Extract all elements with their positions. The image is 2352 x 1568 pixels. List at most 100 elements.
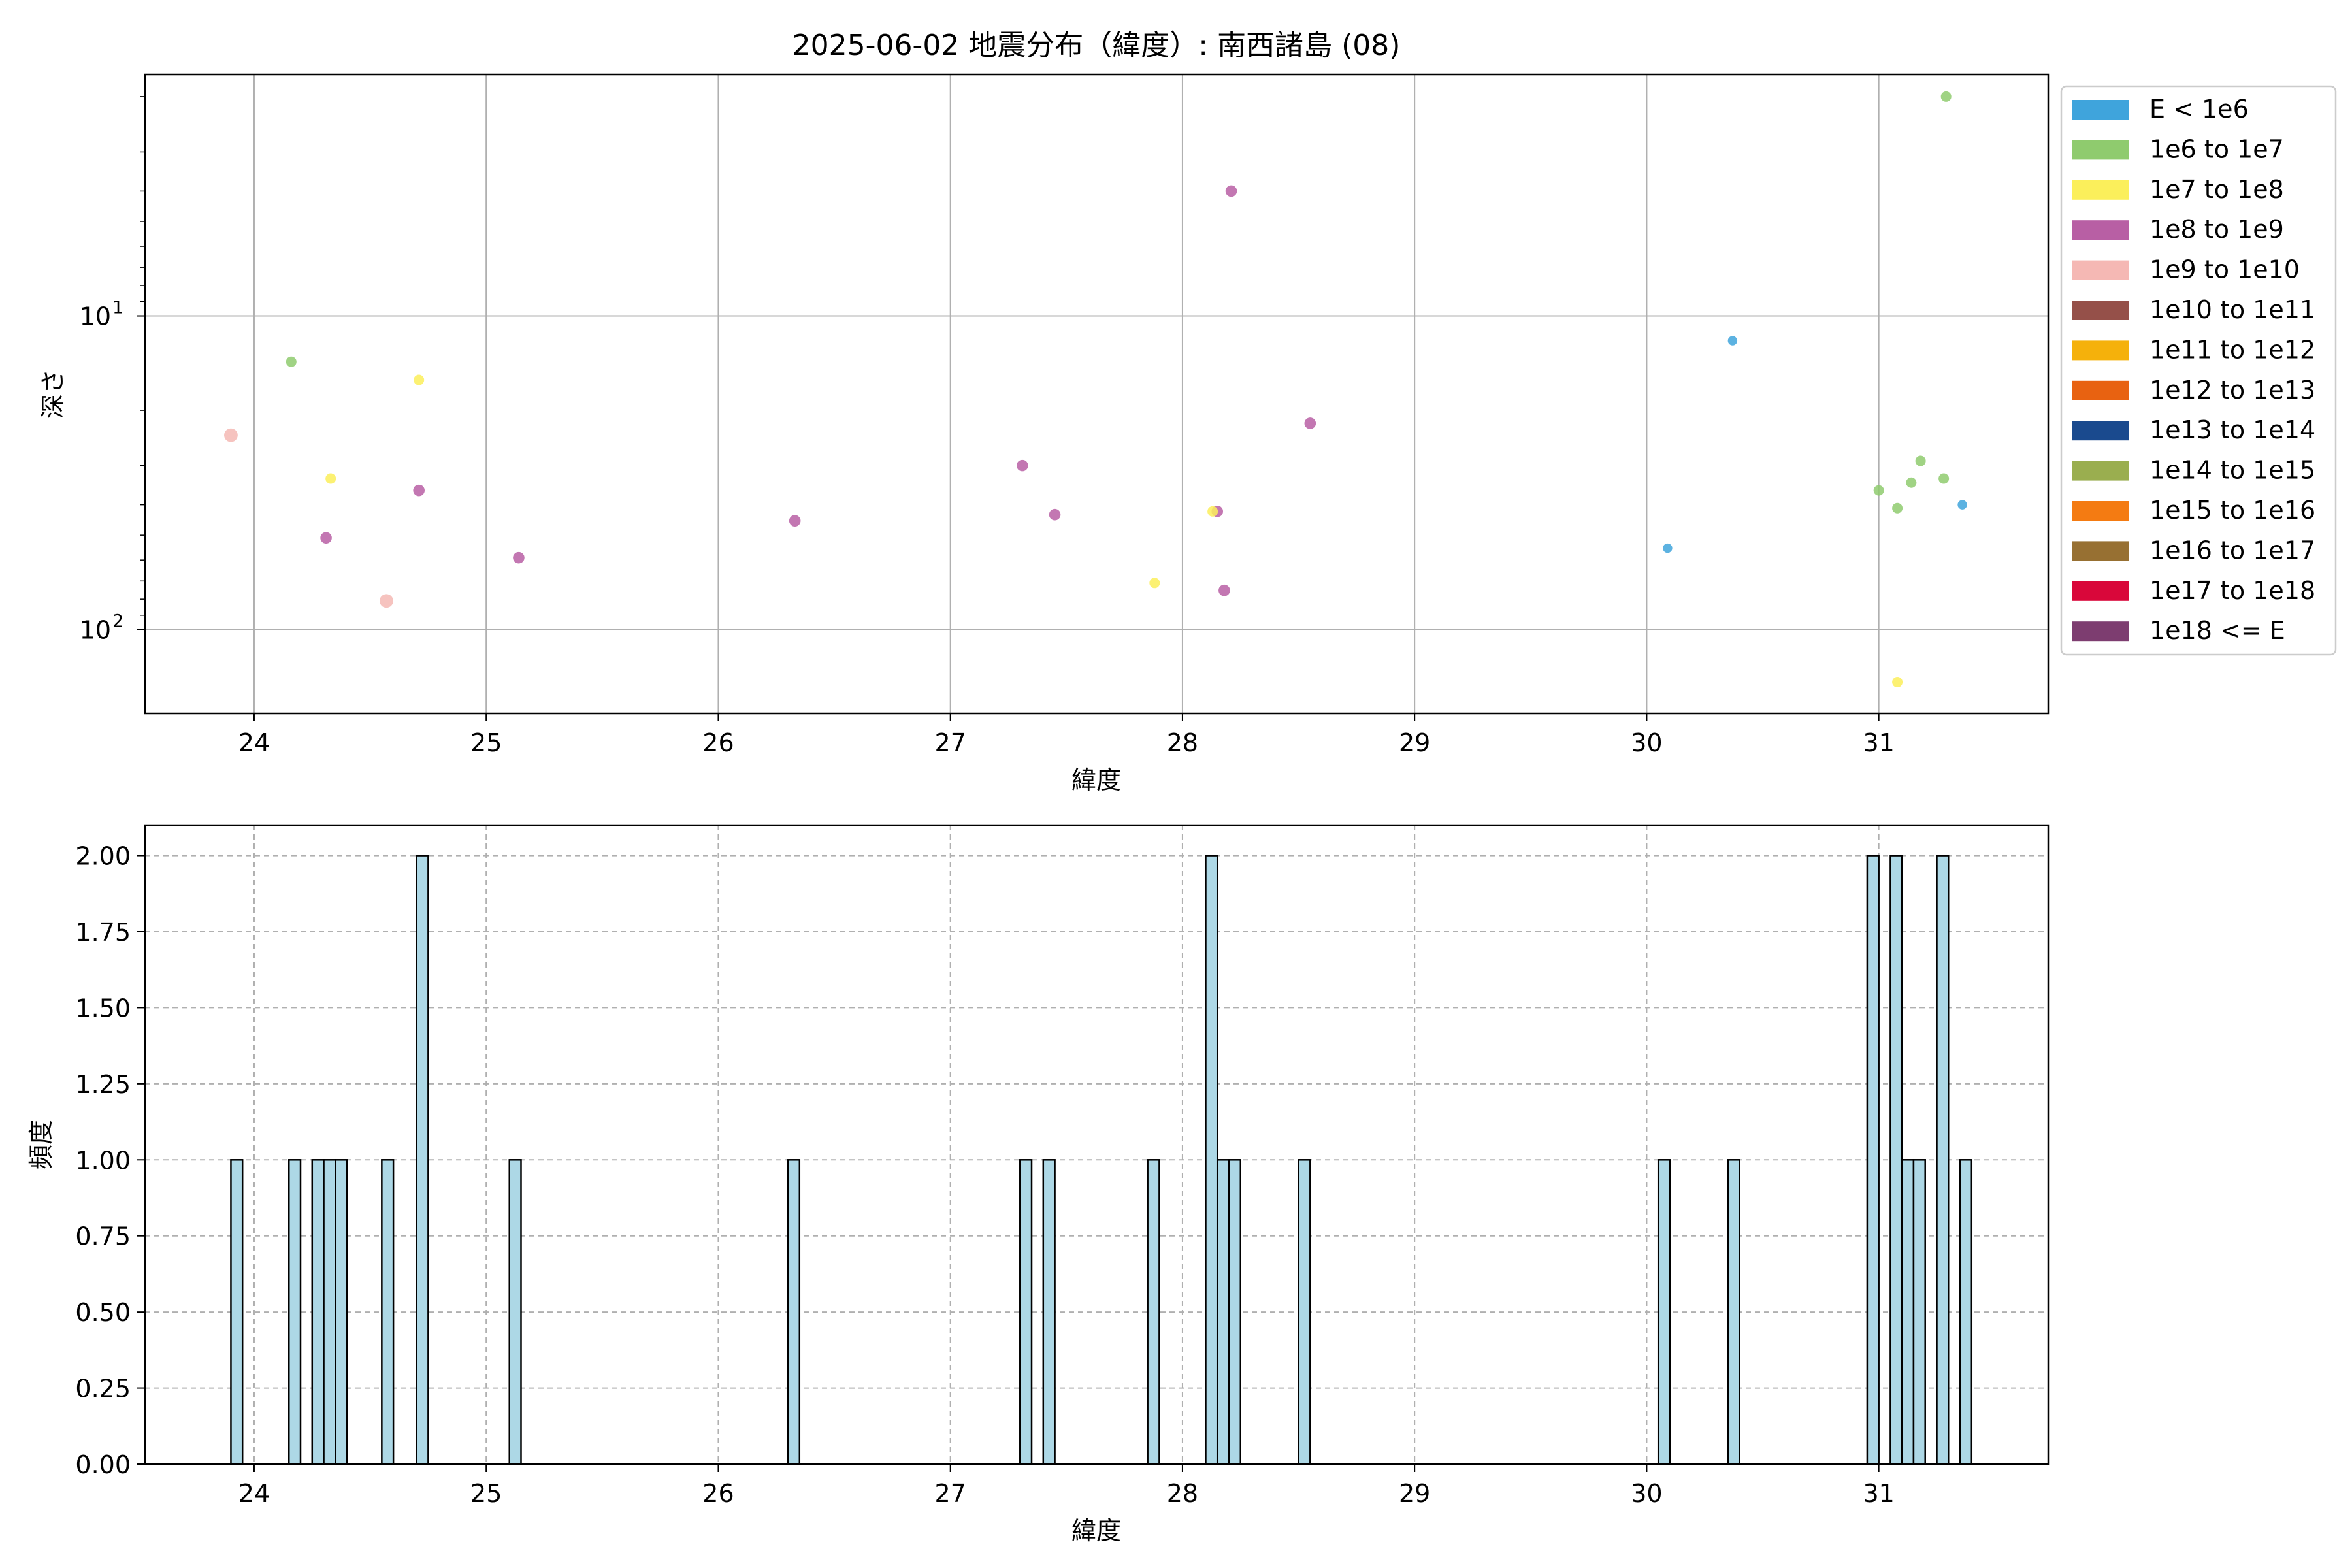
scatter-point bbox=[1892, 677, 1903, 688]
scatter-y-tick-label: 10 bbox=[80, 302, 111, 331]
legend-frame bbox=[2060, 85, 2337, 656]
legend-swatch bbox=[2072, 220, 2129, 240]
scatter-point bbox=[1304, 417, 1316, 429]
legend-swatch bbox=[2072, 380, 2129, 400]
scatter-x-tick-label: 27 bbox=[935, 728, 966, 757]
legend-swatch bbox=[2072, 581, 2129, 601]
scatter-frame bbox=[144, 73, 2050, 715]
histogram-bar bbox=[288, 1159, 302, 1465]
histogram-y-tick-label: 1.75 bbox=[75, 918, 131, 947]
scatter-point bbox=[513, 551, 525, 564]
scatter-point bbox=[1225, 185, 1237, 197]
histogram-bar bbox=[381, 1159, 395, 1465]
histogram-bar bbox=[1205, 855, 1218, 1465]
histogram-bar bbox=[1936, 855, 1950, 1465]
scatter-point bbox=[414, 374, 425, 385]
scatter-point bbox=[224, 428, 238, 442]
histogram-y-tick-label: 0.75 bbox=[75, 1222, 131, 1251]
histogram-bar bbox=[230, 1159, 244, 1465]
histogram-x-tick-label: 30 bbox=[1631, 1479, 1662, 1508]
scatter-x-axis-label: 緯度 bbox=[1071, 766, 1121, 794]
scatter-x-tick-label: 26 bbox=[702, 728, 734, 757]
legend-entry-label: 1e10 to 1e11 bbox=[2149, 295, 2315, 324]
histogram-bar bbox=[1228, 1159, 1242, 1465]
histogram-bar bbox=[1912, 1159, 1926, 1465]
scatter-point bbox=[1957, 500, 1967, 510]
legend-swatch bbox=[2072, 421, 2129, 441]
legend-swatch bbox=[2072, 180, 2129, 200]
legend-entry-label: 1e6 to 1e7 bbox=[2149, 135, 2284, 163]
legend-swatch bbox=[2072, 140, 2129, 160]
histogram-bar bbox=[311, 1159, 325, 1465]
histogram-x-tick-label: 31 bbox=[1863, 1479, 1894, 1508]
histogram-x-tick-label: 29 bbox=[1399, 1479, 1430, 1508]
legend-entry-label: 1e17 to 1e18 bbox=[2149, 576, 2315, 605]
histogram-x-axis-label: 緯度 bbox=[1071, 1516, 1121, 1545]
legend-entry-label: 1e14 to 1e15 bbox=[2149, 456, 2315, 485]
scatter-point bbox=[1049, 508, 1061, 521]
scatter-point bbox=[1727, 336, 1738, 346]
scatter-point bbox=[413, 484, 425, 497]
histogram-bar bbox=[335, 1159, 348, 1465]
legend-swatch bbox=[2072, 340, 2129, 361]
histogram-bar bbox=[1727, 1159, 1740, 1465]
scatter-point bbox=[1017, 459, 1028, 472]
legend-swatch bbox=[2072, 260, 2129, 280]
scatter-point bbox=[1149, 578, 1160, 589]
legend-swatch bbox=[2072, 501, 2129, 521]
scatter-y-tick-label: 10 bbox=[80, 616, 111, 645]
scatter-title: 2025-06-02 地震分布（緯度）: 南西諸島 (08) bbox=[792, 29, 1401, 62]
histogram-ticks: 24 25 26 27 28 29 30 31 0.00 0.25 0.50 0.75 1.00 1.25… bbox=[75, 842, 1894, 1508]
histogram-bar bbox=[787, 1159, 801, 1465]
scatter-point bbox=[1915, 455, 1926, 466]
scatter-point bbox=[1938, 473, 1950, 484]
legend-swatch bbox=[2072, 301, 2129, 320]
histogram-x-tick-label: 26 bbox=[702, 1479, 734, 1508]
legend-entry-label: E < 1e6 bbox=[2149, 95, 2249, 123]
histogram-bar bbox=[1866, 855, 1880, 1465]
histogram-bar bbox=[1019, 1159, 1033, 1465]
legend: E < 1e6 1e6 to 1e7 1e7 to 1e8 1e8 to 1e9 1e9… bbox=[2060, 85, 2337, 656]
histogram-y-tick-label: 1.00 bbox=[75, 1146, 131, 1175]
scatter-point bbox=[320, 532, 332, 544]
scatter-point bbox=[1218, 584, 1230, 596]
histogram-x-tick-label: 25 bbox=[470, 1479, 502, 1508]
histogram-bar bbox=[1216, 1159, 1230, 1465]
scatter-y-tick-exponent: 1 bbox=[112, 298, 123, 318]
histogram-bar bbox=[1147, 1159, 1160, 1465]
histogram-bar bbox=[508, 1159, 522, 1465]
histogram-bar bbox=[1901, 1159, 1915, 1465]
scatter-point bbox=[1873, 485, 1884, 496]
histogram-y-tick-label: 0.00 bbox=[75, 1450, 131, 1479]
histogram-y-tick-label: 1.50 bbox=[75, 994, 131, 1022]
legend-entry-label: 1e9 to 1e10 bbox=[2149, 255, 2300, 284]
legend-swatch bbox=[2072, 461, 2129, 481]
histogram-bars bbox=[230, 855, 1973, 1465]
scatter-y-axis-label: 深さ bbox=[39, 369, 67, 419]
scatter-plot-area bbox=[145, 74, 2048, 713]
scatter-point bbox=[380, 594, 393, 608]
legend-entry-label: 1e8 to 1e9 bbox=[2149, 215, 2284, 244]
histogram-x-tick-label: 28 bbox=[1167, 1479, 1198, 1508]
histogram-x-tick-label: 24 bbox=[238, 1479, 270, 1508]
scatter-x-tick-label: 29 bbox=[1399, 728, 1430, 757]
scatter-points bbox=[224, 91, 1967, 688]
scatter-point bbox=[1892, 502, 1903, 514]
legend-entry-label: 1e12 to 1e13 bbox=[2149, 376, 2315, 404]
scatter-point bbox=[789, 515, 801, 527]
histogram-y-axis-label: 頻度 bbox=[27, 1120, 56, 1169]
legend-swatch bbox=[2072, 541, 2129, 561]
legend-entry-label: 1e11 to 1e12 bbox=[2149, 335, 2315, 364]
scatter-x-tick-label: 31 bbox=[1863, 728, 1894, 757]
histogram-y-tick-label: 1.25 bbox=[75, 1070, 131, 1099]
legend-entry-label: 1e13 to 1e14 bbox=[2149, 416, 2315, 444]
histogram-bar bbox=[1298, 1159, 1311, 1465]
legend-swatch bbox=[2072, 621, 2129, 642]
scatter-grid bbox=[145, 74, 2048, 713]
scatter-x-tick-label: 28 bbox=[1167, 728, 1198, 757]
scatter-x-tick-label: 30 bbox=[1631, 728, 1662, 757]
histogram-y-tick-label: 2.00 bbox=[75, 842, 131, 871]
